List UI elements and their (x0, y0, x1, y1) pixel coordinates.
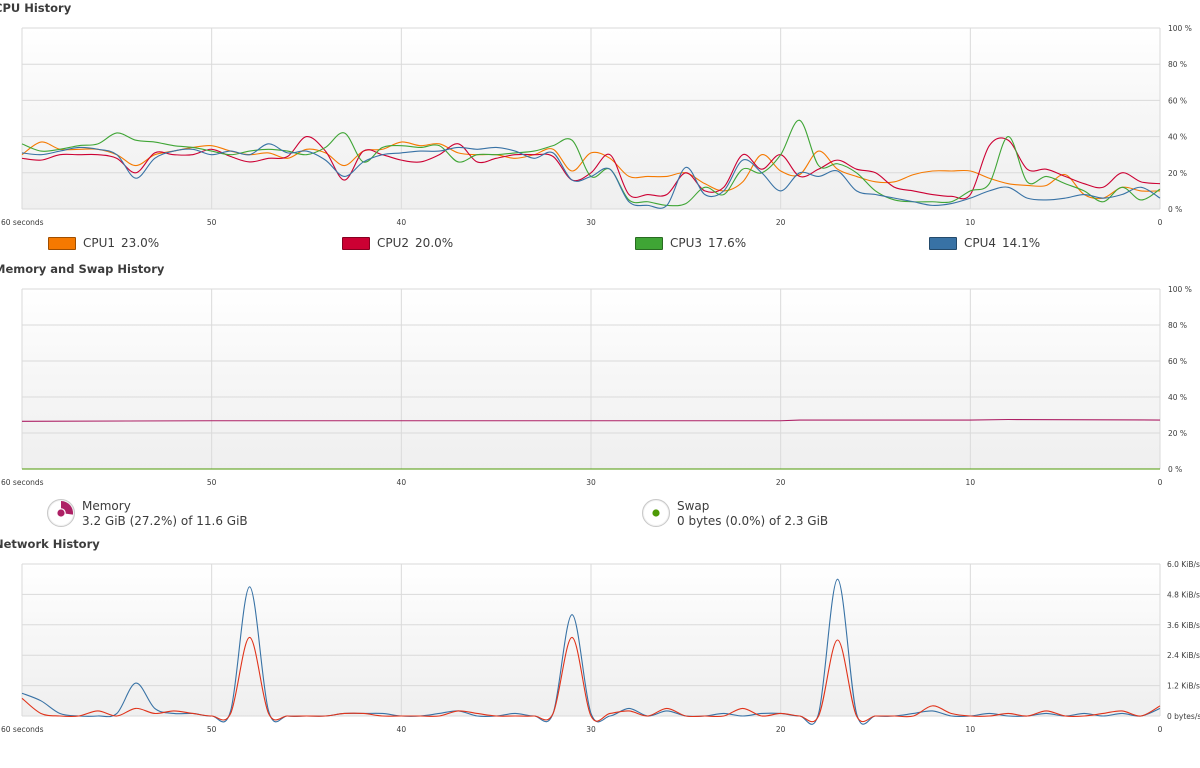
cpu3-color-swatch[interactable] (635, 236, 663, 250)
memory-y-tick-label: 20 % (1168, 429, 1187, 438)
cpu-y-tick-label: 80 % (1168, 60, 1187, 69)
network-y-tick-label: 4.8 KiB/s (1167, 590, 1200, 599)
legend-cpu3[interactable]: CPU3 17.6% (635, 236, 746, 250)
memory-x-tick-label: 20 (776, 478, 786, 487)
cpu-y-tick-label: 0 % (1168, 205, 1182, 214)
swap-pie-icon[interactable] (641, 498, 671, 528)
network-y-tick-label: 6.0 KiB/s (1167, 560, 1200, 569)
network-series-line-2 (21, 636, 1161, 723)
cpu1-color-swatch[interactable] (48, 236, 76, 250)
memory-x-tick-label: 40 (397, 478, 407, 487)
cpu-x-tick-label: 50 (207, 218, 217, 227)
memory-x-tick-label: 60 seconds (1, 478, 44, 487)
cpu-series-line-4 (21, 143, 1161, 209)
legend-cpu4[interactable]: CPU4 14.1% (929, 236, 1040, 250)
memory-label: Memory (82, 499, 131, 513)
memory-series-line-1 (21, 418, 1161, 422)
cpu4-color-swatch[interactable] (929, 236, 957, 250)
memory-swap-history-title: Memory and Swap History (0, 262, 165, 276)
network-y-tick-label: 1.2 KiB/s (1167, 682, 1200, 691)
cpu2-value: 20.0% (415, 236, 454, 250)
swap-pie-center (651, 508, 661, 518)
network-x-tick-label: 30 (586, 725, 596, 734)
network-x-tick-label: 60 seconds (1, 725, 44, 734)
memory-y-tick-label: 80 % (1168, 321, 1187, 330)
cpu1-label: CPU1 (83, 236, 116, 250)
memory-x-tick-label: 50 (207, 478, 217, 487)
network-y-tick-label: 3.6 KiB/s (1167, 621, 1200, 630)
cpu3-value: 17.6% (708, 236, 747, 250)
memory-y-tick-label: 40 % (1168, 393, 1187, 402)
cpu-x-tick-label: 40 (397, 218, 407, 227)
memory-pie-center (56, 508, 66, 518)
network-history-title: Network History (0, 537, 100, 551)
cpu-x-tick-label: 0 (1158, 218, 1163, 227)
cpu-x-tick-label: 60 seconds (1, 218, 44, 227)
network-x-tick-label: 20 (776, 725, 786, 734)
network-y-tick-label: 2.4 KiB/s (1167, 651, 1200, 660)
cpu-series-line-1 (21, 141, 1161, 200)
cpu-x-tick-label: 30 (586, 218, 596, 227)
network-series-line-1 (21, 578, 1161, 725)
memory-pie-icon[interactable] (46, 498, 76, 528)
memory-usage-block: Memory 3.2 GiB (27.2%) of 11.6 GiB (46, 498, 248, 529)
memory-graph-panel: 60 seconds 50 40 30 20 10 0 100 % 80 % 60 % 40 % 20… (1, 285, 1192, 487)
cpu-y-tick-label: 40 % (1168, 133, 1187, 142)
cpu1-value: 23.0% (121, 236, 160, 250)
legend-cpu2[interactable]: CPU2 20.0% (342, 236, 453, 250)
memory-x-tick-label: 30 (586, 478, 596, 487)
network-y-tick-label: 0 bytes/s (1167, 712, 1200, 721)
cpu-x-tick-label: 20 (776, 218, 786, 227)
memory-y-tick-label: 100 % (1168, 285, 1192, 294)
cpu-graph-panel: 60 seconds 50 40 30 20 10 0 100 % 80 % 60 % 40 % 20… (1, 24, 1192, 227)
cpu-y-tick-label: 100 % (1168, 24, 1192, 33)
memory-y-tick-label: 0 % (1168, 465, 1182, 474)
swap-value: 0 bytes (0.0%) of 2.3 GiB (677, 514, 829, 528)
network-graph-panel: 60 seconds 50 40 30 20 10 0 6.0 KiB/s 4.8 KiB/s 3… (1, 560, 1200, 734)
cpu-y-tick-label: 60 % (1168, 96, 1187, 105)
cpu2-color-swatch[interactable] (342, 236, 370, 250)
memory-y-tick-label: 60 % (1168, 357, 1187, 366)
cpu-series-line-2 (21, 136, 1161, 200)
cpu-x-tick-label: 10 (966, 218, 976, 227)
memory-value: 3.2 GiB (27.2%) of 11.6 GiB (82, 514, 248, 528)
cpu-y-tick-label: 20 % (1168, 169, 1187, 178)
network-x-tick-label: 0 (1158, 725, 1163, 734)
cpu4-label: CPU4 (964, 236, 997, 250)
legend-cpu1[interactable]: CPU1 23.0% (48, 236, 159, 250)
cpu3-label: CPU3 (670, 236, 703, 250)
memory-x-tick-label: 10 (966, 478, 976, 487)
cpu2-label: CPU2 (377, 236, 410, 250)
memory-x-tick-label: 0 (1158, 478, 1163, 487)
cpu-history-title: CPU History (0, 1, 72, 15)
network-x-tick-label: 50 (207, 725, 217, 734)
cpu4-value: 14.1% (1002, 236, 1041, 250)
swap-label: Swap (677, 499, 710, 513)
network-x-tick-label: 40 (397, 725, 407, 734)
swap-usage-block: Swap 0 bytes (0.0%) of 2.3 GiB (641, 498, 828, 529)
network-x-tick-label: 10 (966, 725, 976, 734)
